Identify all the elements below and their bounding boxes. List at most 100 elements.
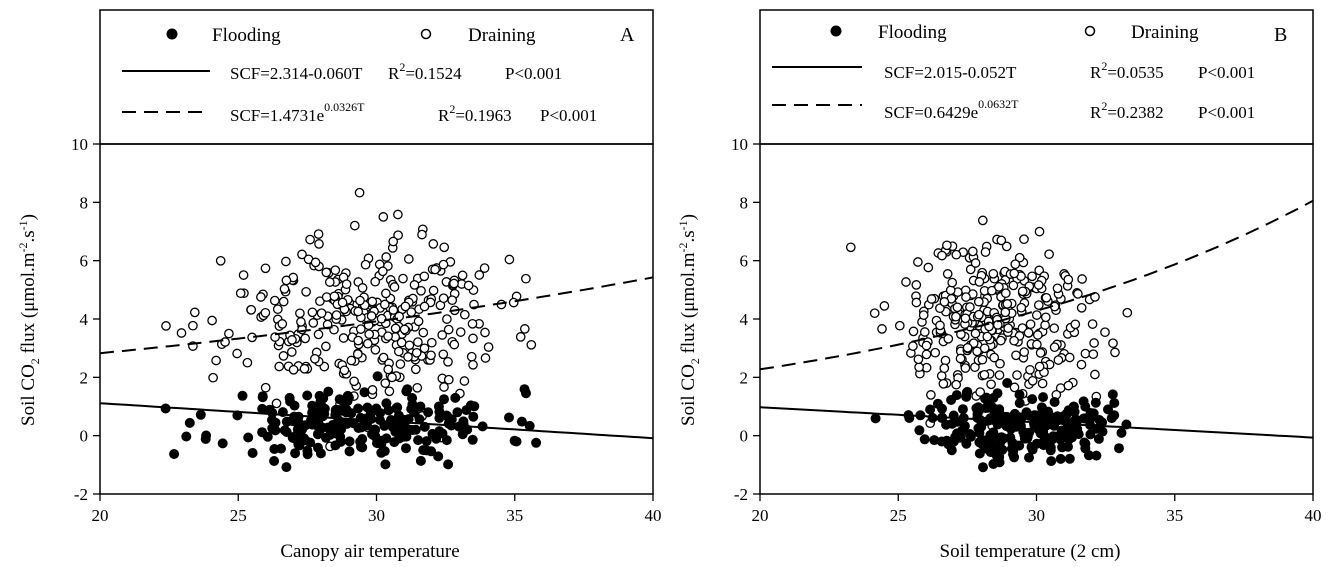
draining-point-a bbox=[310, 257, 321, 268]
draining-point-a bbox=[438, 293, 449, 304]
draining-point-a bbox=[395, 359, 406, 369]
exponential-fit-line-a bbox=[99, 276, 654, 355]
axis-ticks-b: 20 25 30 35 40 -2 0 2 4 6 8 10 bbox=[731, 135, 1322, 525]
draining-point-b bbox=[1010, 259, 1021, 270]
draining-point-a bbox=[519, 324, 530, 334]
flooding-point-a bbox=[355, 412, 366, 423]
draining-point-b bbox=[939, 363, 950, 374]
draining-point-a bbox=[238, 270, 249, 280]
draining-point-b bbox=[937, 250, 947, 261]
x-tick-label-a: 25 bbox=[230, 506, 247, 525]
panel-b: Flooding Draining B SCF=2.015-0.052T R2=… bbox=[676, 9, 1322, 562]
flooding-point-a bbox=[511, 436, 522, 447]
r2-linear-b: R2=0.0535 bbox=[1090, 59, 1164, 82]
flooding-point-a bbox=[397, 422, 408, 432]
draining-point-b bbox=[940, 355, 951, 366]
flooding-point-a bbox=[336, 424, 347, 435]
draining-point-a bbox=[367, 385, 378, 395]
flooding-point-a bbox=[257, 427, 268, 438]
flooding-point-a bbox=[458, 419, 469, 430]
flooding-point-a bbox=[433, 451, 444, 462]
draining-point-a bbox=[256, 292, 266, 302]
draining-point-a bbox=[384, 386, 395, 397]
draining-point-a bbox=[314, 239, 324, 249]
draining-point-a bbox=[278, 296, 289, 307]
draining-point-a bbox=[269, 295, 280, 306]
flooding-point-a bbox=[415, 455, 426, 466]
flooding-point-a bbox=[359, 387, 370, 398]
draining-point-b bbox=[1110, 347, 1120, 358]
draining-point-b bbox=[1009, 382, 1020, 393]
draining-point-b bbox=[1076, 359, 1087, 370]
draining-point-b bbox=[913, 354, 924, 365]
flooding-point-a bbox=[307, 419, 318, 430]
y-axis-label-a: Soil CO2 flux (μmol.m-2.s-1) bbox=[16, 214, 42, 426]
flooding-point-b bbox=[1014, 389, 1025, 400]
draining-point-a bbox=[479, 263, 490, 273]
flooding-point-a bbox=[413, 435, 424, 446]
flooding-point-b bbox=[1079, 437, 1090, 448]
flooding-point-b bbox=[975, 415, 986, 426]
draining-point-a bbox=[215, 255, 226, 266]
flooding-point-b bbox=[1024, 452, 1034, 463]
draining-point-b bbox=[908, 341, 918, 351]
flooding-point-a bbox=[371, 403, 382, 414]
draining-point-b bbox=[939, 297, 950, 307]
flooding-point-b bbox=[1024, 410, 1035, 421]
flooding-point-b bbox=[870, 413, 881, 424]
flooding-point-b bbox=[947, 418, 958, 429]
draining-point-b bbox=[1011, 350, 1021, 361]
flooding-point-a bbox=[408, 407, 419, 418]
draining-point-a bbox=[316, 308, 327, 319]
draining-point-a bbox=[246, 304, 257, 315]
draining-point-a bbox=[329, 291, 340, 302]
flooding-point-a bbox=[407, 399, 418, 410]
linear-fit-line-b bbox=[759, 406, 1314, 439]
flooding-point-b bbox=[978, 462, 988, 473]
draining-point-a bbox=[388, 305, 399, 315]
draining-point-a bbox=[419, 271, 430, 282]
flooding-point-b bbox=[946, 445, 957, 456]
flooding-point-a bbox=[414, 414, 425, 425]
draining-point-a bbox=[286, 347, 297, 357]
flooding-point-a bbox=[376, 447, 387, 458]
draining-point-b bbox=[914, 362, 924, 373]
draining-point-b bbox=[1032, 339, 1042, 350]
draining-point-b bbox=[1090, 369, 1100, 380]
draining-point-b bbox=[942, 240, 952, 251]
draining-point-b bbox=[1033, 280, 1044, 290]
flooding-point-a bbox=[302, 390, 313, 401]
flooding-point-b bbox=[1010, 421, 1021, 432]
draining-point-b bbox=[975, 387, 986, 397]
draining-point-b bbox=[879, 301, 890, 311]
x-axis-label-b: Soil temperature (2 cm) bbox=[940, 541, 1121, 562]
draining-point-b bbox=[894, 320, 905, 331]
draining-point-b bbox=[974, 277, 985, 287]
draining-point-a bbox=[426, 350, 436, 361]
draining-point-a bbox=[313, 329, 324, 340]
flooding-point-a bbox=[353, 403, 364, 414]
draining-point-a bbox=[504, 254, 515, 265]
flooding-point-a bbox=[393, 410, 404, 421]
draining-point-b bbox=[955, 353, 966, 364]
flooding-point-b bbox=[1027, 394, 1038, 405]
x-tick-label-a: 35 bbox=[506, 506, 523, 525]
flooding-point-b bbox=[1049, 397, 1060, 407]
flooding-point-a bbox=[290, 448, 301, 459]
flooding-point-a bbox=[441, 435, 452, 446]
draining-point-a bbox=[383, 331, 393, 342]
flooding-point-b bbox=[1114, 443, 1124, 454]
draining-point-b bbox=[923, 262, 934, 273]
draining-point-b bbox=[973, 296, 984, 307]
draining-point-b bbox=[1019, 234, 1029, 245]
draining-point-a bbox=[278, 351, 289, 361]
draining-point-a bbox=[353, 335, 364, 346]
flooding-point-a bbox=[343, 392, 354, 403]
draining-point-b bbox=[980, 247, 991, 257]
draining-point-a bbox=[260, 307, 271, 318]
flooding-point-a bbox=[341, 404, 352, 415]
draining-point-b bbox=[995, 335, 1006, 346]
draining-point-a bbox=[207, 315, 217, 326]
draining-point-a bbox=[338, 333, 349, 343]
